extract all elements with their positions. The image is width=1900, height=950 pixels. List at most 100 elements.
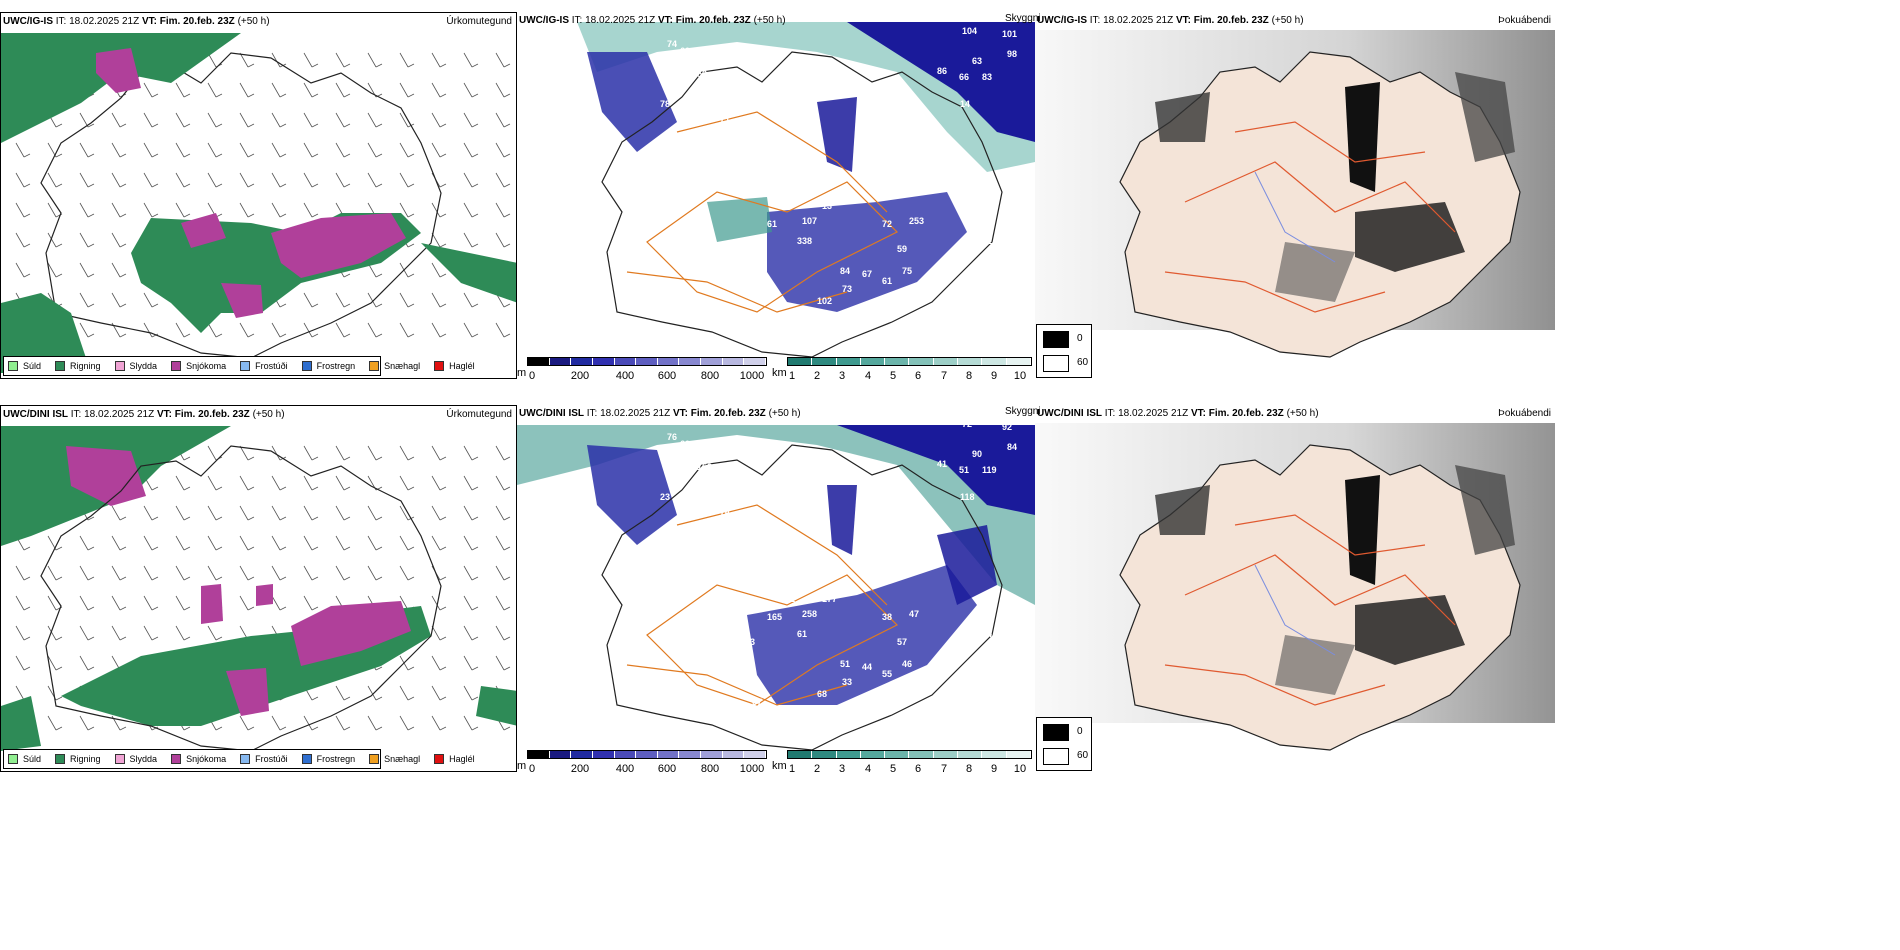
wind-barb [335, 535, 351, 551]
wind-barb [271, 202, 287, 218]
wind-barb [431, 505, 447, 521]
wind-barb [495, 625, 511, 641]
wind-barb [495, 505, 511, 521]
wind-barb [143, 112, 159, 128]
colorbar-tick: 7 [940, 370, 948, 379]
cloud-base-value-label: 61 [767, 219, 777, 229]
wind-barb [431, 475, 447, 491]
cloud-base-value-label: 96 [702, 104, 712, 114]
wind-barb [303, 82, 319, 98]
cloud-base-value-label: 98 [1007, 49, 1017, 59]
wind-barb [463, 292, 479, 308]
colorbar-tick: 600 [657, 370, 677, 379]
wind-barb [79, 142, 95, 158]
colorbar-tick: 800 [700, 370, 720, 379]
wind-barb [303, 202, 319, 218]
wind-barb [143, 142, 159, 158]
wind-barb [431, 82, 447, 98]
wind-barb [79, 322, 95, 338]
cloud-base-labels: 7460525478749671407361041011099891969194… [660, 26, 1017, 334]
cloud-base-value-label: 41 [792, 732, 802, 742]
wind-barb [399, 505, 415, 521]
wind-barb [143, 322, 159, 338]
panel-name: Skyggni [1005, 406, 1041, 417]
wind-barb [303, 595, 319, 611]
wind-barb [463, 685, 479, 701]
precip-legend: Súld Rigning Slydda Snjókoma Frostúði Fr… [3, 749, 475, 769]
wind-barb [143, 202, 159, 218]
wind-barb [143, 595, 159, 611]
wind-barb [175, 535, 191, 551]
colorbar-tick: 800 [700, 763, 720, 772]
cloud-base-value-label: 61 [797, 629, 807, 639]
wind-barb [431, 535, 447, 551]
colorbar-tick: 5 [889, 370, 897, 379]
wind-barb [495, 655, 511, 671]
cloud-base-value-label: 51 [959, 465, 969, 475]
cloud-base-value-label: 74 [687, 104, 697, 114]
colorbar-tick: 4 [864, 763, 872, 772]
wind-barb [431, 112, 447, 128]
wind-barb [495, 232, 511, 248]
wind-barb [335, 52, 351, 68]
cloud-base-value-label: 38 [882, 612, 892, 622]
wind-barb [367, 565, 383, 581]
wind-barb [47, 232, 63, 248]
legend-item: Frostregn [301, 754, 355, 764]
wind-barb [271, 595, 287, 611]
legend-item: Frostregn [301, 361, 355, 371]
cloud-base-value-label: 33 [745, 637, 755, 647]
cloud-base-colorbar: m 0 200 400 600 800 1000 [517, 750, 772, 772]
cloud-base-value-label: 74 [667, 39, 677, 49]
wind-barb [495, 535, 511, 551]
wind-barb [303, 445, 319, 461]
wind-barb [15, 565, 31, 581]
legend-swatch [55, 361, 66, 371]
wind-barb [399, 262, 415, 278]
legend-item: Frostúði [240, 754, 288, 764]
wind-barb [431, 625, 447, 641]
wind-barb [207, 505, 223, 521]
cloud-base-value-label: 71 [720, 114, 730, 124]
colorbar-tick: 9 [990, 763, 998, 772]
cloud-base-value-label: 90 [972, 449, 982, 459]
wind-barb [335, 685, 351, 701]
cloud-base-value-label: 58 [798, 314, 808, 324]
wind-barb [495, 82, 511, 98]
panel-name: Úrkomutegund [446, 409, 512, 420]
cloud-base-value-label: 157 [786, 727, 801, 737]
wind-barb [463, 625, 479, 641]
colorbar-tick: 1 [788, 370, 796, 379]
cloud-base-value-label: 83 [982, 72, 992, 82]
colorbar-tick: 400 [615, 763, 635, 772]
wind-barb [239, 565, 255, 581]
colorbar-tick: 5 [889, 763, 897, 772]
wind-barb [431, 202, 447, 218]
wind-barb [15, 172, 31, 188]
fog-legend-label: 60 [1077, 750, 1089, 761]
fog-map [1035, 30, 1555, 358]
wind-barb [335, 322, 351, 338]
wind-barb [79, 232, 95, 248]
cloud-base-value-label: 57 [897, 637, 907, 647]
wind-barb [47, 655, 63, 671]
cloud-base-value-label: 81 [702, 497, 712, 507]
wind-barb [239, 142, 255, 158]
legend-item: Slydda [114, 361, 157, 371]
wind-barb [271, 112, 287, 128]
wind-barb [367, 52, 383, 68]
wind-barb [143, 535, 159, 551]
wind-barb [143, 172, 159, 188]
wind-barb [175, 172, 191, 188]
wind-barb [335, 715, 351, 731]
wind-barb [143, 565, 159, 581]
wind-barb [79, 595, 95, 611]
wind-barb [367, 715, 383, 731]
wind-barb [111, 202, 127, 218]
colorbar-tick: 10 [1013, 370, 1027, 379]
wind-barb [495, 142, 511, 158]
wind-barb [303, 52, 319, 68]
iceland-outline [40, 52, 442, 359]
wind-barb [399, 655, 415, 671]
colorbar-tick: 9 [990, 370, 998, 379]
